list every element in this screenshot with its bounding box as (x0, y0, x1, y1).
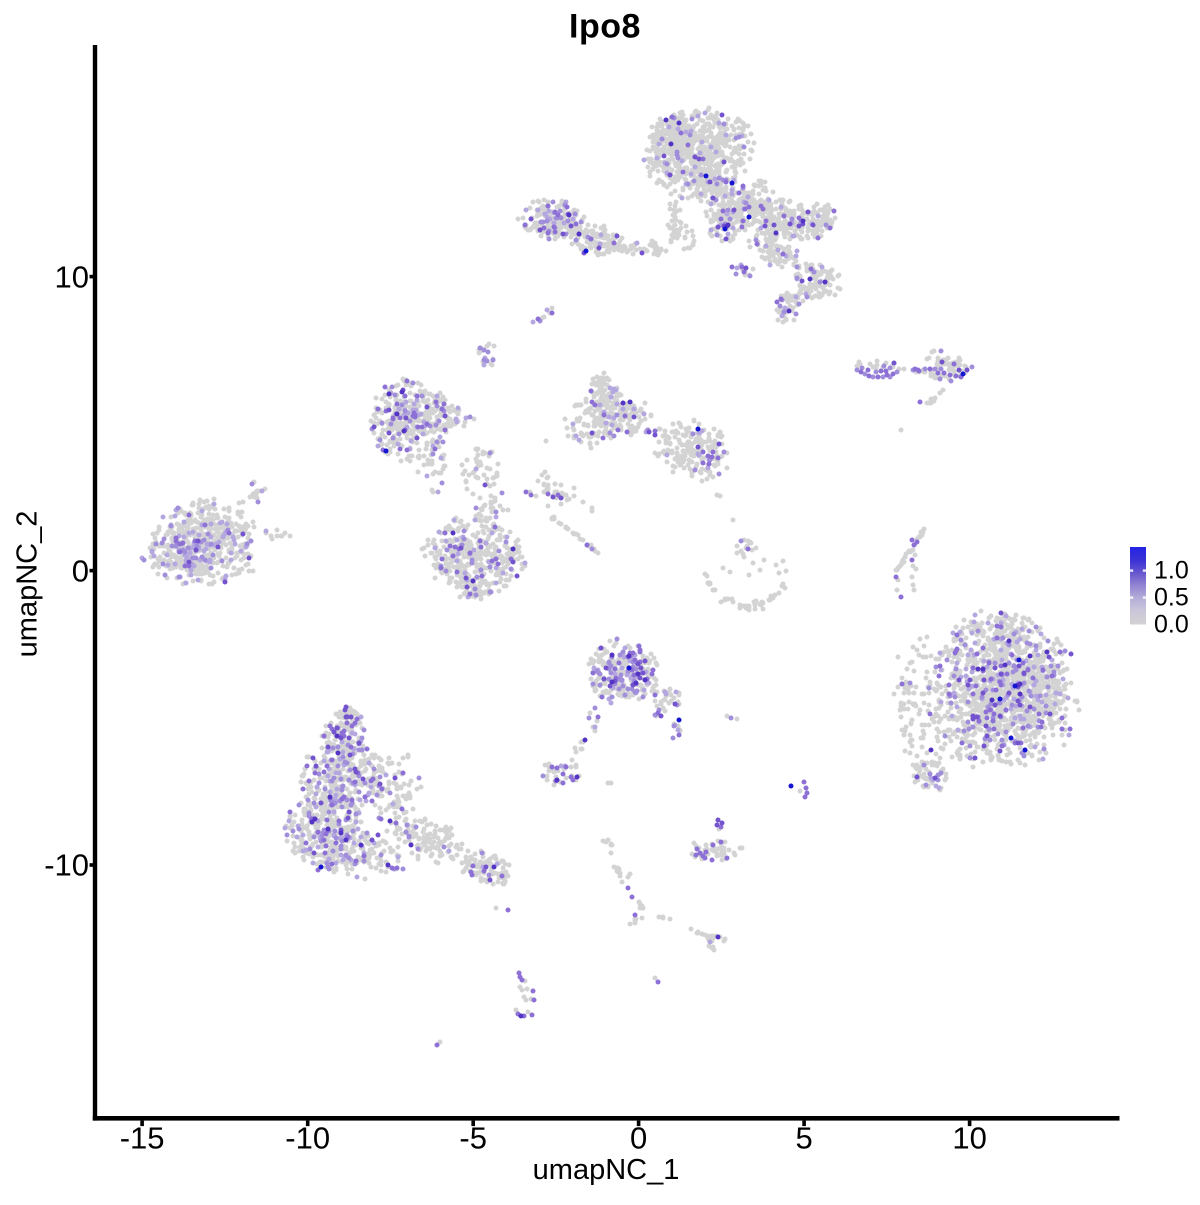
svg-text:10: 10 (55, 260, 89, 295)
svg-text:-10: -10 (285, 1121, 330, 1156)
svg-text:Ipo8: Ipo8 (569, 8, 641, 46)
svg-text:-15: -15 (120, 1121, 165, 1156)
svg-text:umapNC_1: umapNC_1 (533, 1154, 680, 1186)
svg-text:0.0: 0.0 (1154, 611, 1189, 639)
svg-text:1.0: 1.0 (1154, 557, 1189, 585)
svg-text:0.5: 0.5 (1154, 584, 1189, 612)
svg-text:umapNC_2: umapNC_2 (12, 511, 44, 658)
svg-text:-5: -5 (459, 1121, 487, 1156)
svg-text:-10: -10 (44, 848, 89, 883)
svg-text:10: 10 (952, 1121, 986, 1156)
svg-text:0: 0 (72, 554, 89, 589)
svg-text:0: 0 (630, 1121, 647, 1156)
svg-text:5: 5 (795, 1121, 812, 1156)
